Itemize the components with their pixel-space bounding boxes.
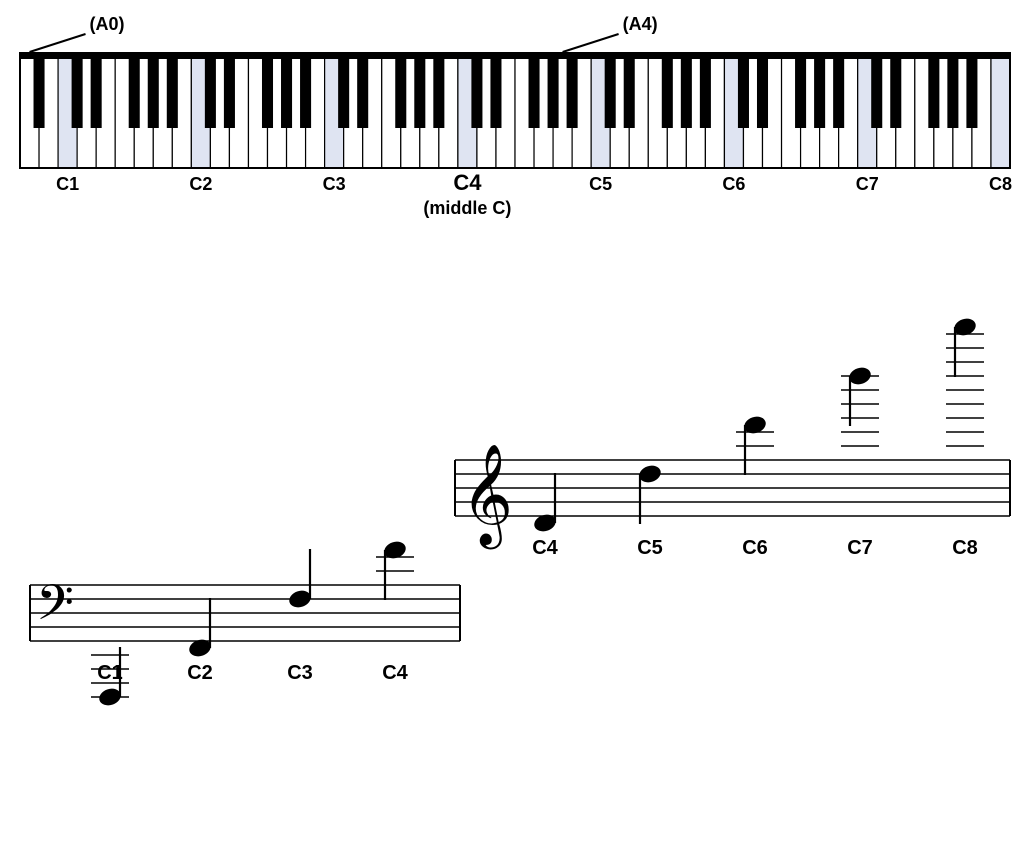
note-label: C3 [287,662,313,684]
black-key [224,58,235,128]
note-label: C1 [97,662,123,684]
black-key [129,58,140,128]
black-key [471,58,482,128]
piano-keyboard: C1 C2 C3 C4 (middle C) C5 C6 C7 C8 (A0) (A4) [19,14,1012,218]
black-key [395,58,406,128]
black-key [966,58,977,128]
black-key [72,58,83,128]
black-key [681,58,692,128]
note-label: C7 [847,537,873,559]
note-label: C2 [187,662,213,684]
white-key [991,58,1010,168]
black-key [700,58,711,128]
black-key [795,58,806,128]
black-key [281,58,292,128]
black-key [34,58,45,128]
black-key [91,58,102,128]
A0-label: (A0) [90,14,125,34]
keyboard-c-label: C3 [323,174,346,194]
black-key [357,58,368,128]
black-key [624,58,635,128]
black-key [300,58,311,128]
note-label: C5 [637,537,663,559]
black-key [148,58,159,128]
black-key [890,58,901,128]
music-octave-diagram: C1C2C3C4(middle C)C5C6C7C8(A0)(A4)𝄢C1C2C… [0,0,1030,850]
black-key [567,58,578,128]
note-label: C4 [382,662,408,684]
note-label: C4 [532,537,558,559]
black-key [833,58,844,128]
note-label: C8 [952,537,978,559]
keyboard-c-label: C8 [989,174,1012,194]
pointer-line [30,34,86,52]
black-key [548,58,559,128]
black-key [662,58,673,128]
keyboard-c-label: C7 [856,174,879,194]
pointer-line [563,34,619,52]
treble-clef-icon: 𝄞 [461,444,513,550]
black-key [605,58,616,128]
black-key [947,58,958,128]
black-key [338,58,349,128]
keyboard-c-label: C6 [722,174,745,194]
black-key [167,58,178,128]
treble-staff: 𝄞 C4 C5 C6 C7 C8 [455,316,1010,559]
keyboard-c-label: C4 [453,170,482,195]
black-key [414,58,425,128]
black-key [814,58,825,128]
black-key [205,58,216,128]
black-key [757,58,768,128]
middle-c-sublabel: (middle C) [423,198,511,218]
keyboard-c-label: C2 [189,174,212,194]
black-key [490,58,501,128]
keyboard-c-label: C5 [589,174,612,194]
black-key [529,58,540,128]
keyboard-c-label: C1 [56,174,79,194]
black-key [928,58,939,128]
note-label: C6 [742,537,768,559]
bass-clef-icon: 𝄢 [36,577,74,642]
black-key [738,58,749,128]
bass-staff: 𝄢 C1 C2 C3 C4 [30,539,460,708]
black-key [262,58,273,128]
black-key [871,58,882,128]
A4-label: (A4) [623,14,658,34]
black-key [433,58,444,128]
